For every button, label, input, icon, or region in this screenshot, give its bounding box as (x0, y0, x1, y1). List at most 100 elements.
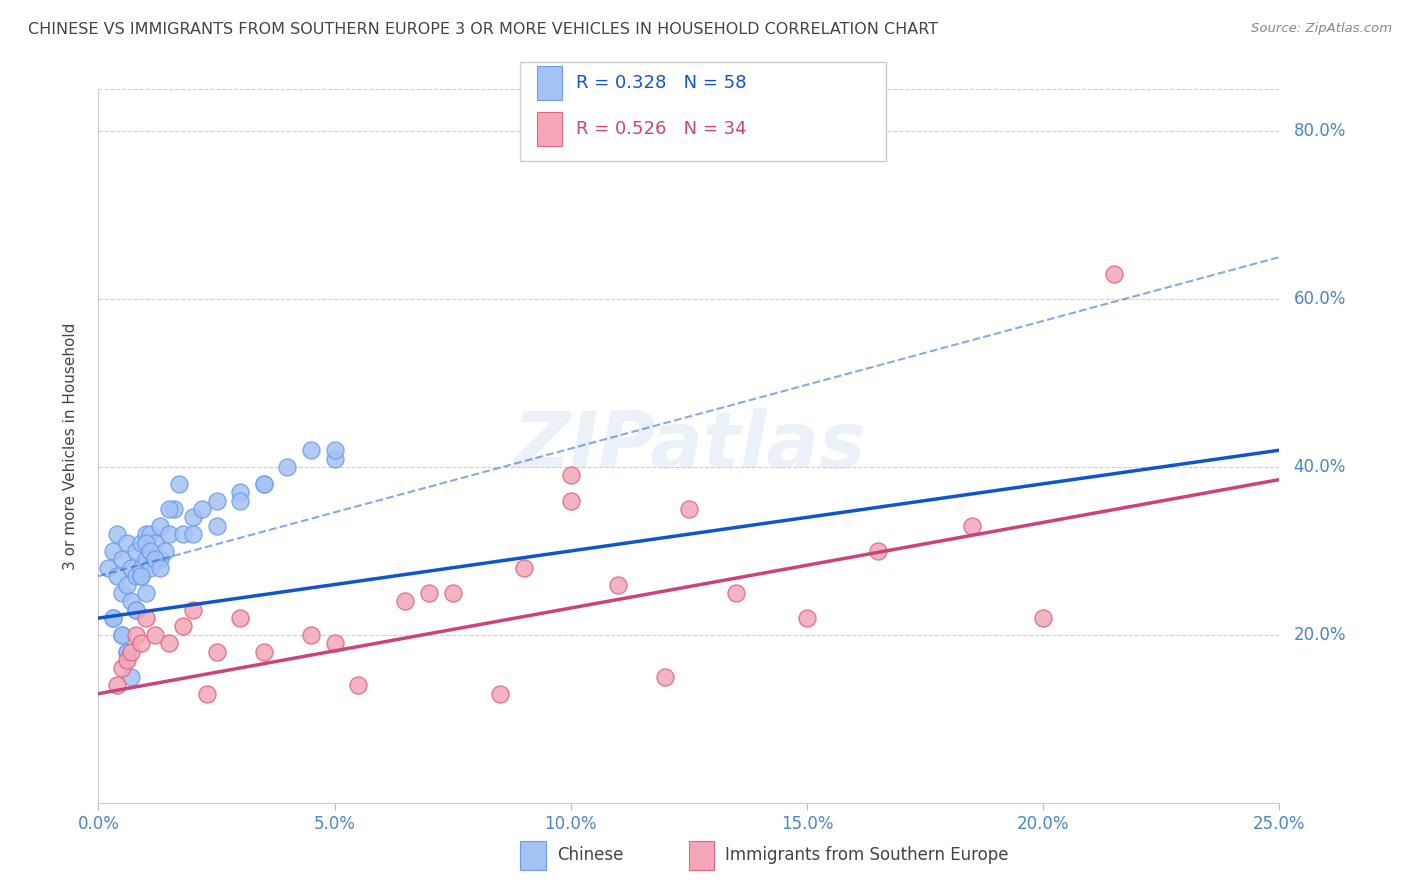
Point (129, 535, 152, 549)
Point (1032, 611, 1054, 625)
Point (253, 476, 276, 491)
Point (205, 645, 228, 659)
Point (299, 443, 322, 458)
Point (125, 603, 148, 617)
Point (172, 619, 194, 633)
Point (229, 485, 252, 500)
Point (135, 552, 157, 566)
Point (205, 518, 228, 533)
Point (101, 611, 124, 625)
Point (253, 645, 276, 659)
Text: R = 0.526   N = 34: R = 0.526 N = 34 (576, 120, 747, 138)
Point (1102, 267, 1125, 281)
Point (97, 560, 120, 574)
Point (962, 518, 984, 533)
Point (139, 560, 162, 574)
Text: 60.0%: 60.0% (1294, 290, 1346, 308)
Point (121, 594, 143, 608)
Point (299, 628, 322, 642)
Point (560, 493, 582, 508)
Point (418, 586, 440, 600)
Point (276, 460, 298, 475)
Point (143, 552, 166, 566)
Point (115, 645, 138, 659)
Point (323, 636, 346, 650)
Point (607, 577, 630, 591)
Point (157, 636, 180, 650)
Point (654, 670, 676, 684)
Point (157, 502, 180, 516)
Point (181, 510, 204, 524)
Point (205, 493, 228, 508)
Point (101, 544, 124, 558)
Text: Source: ZipAtlas.com: Source: ZipAtlas.com (1251, 22, 1392, 36)
Text: Immigrants from Southern Europe: Immigrants from Southern Europe (725, 847, 1010, 864)
Point (115, 645, 138, 659)
Point (181, 527, 204, 541)
Point (111, 661, 134, 675)
Point (125, 603, 148, 617)
Point (229, 493, 252, 508)
Point (135, 535, 157, 549)
Point (139, 544, 162, 558)
Point (135, 611, 157, 625)
Point (115, 577, 138, 591)
Point (172, 527, 194, 541)
Point (441, 586, 464, 600)
Point (125, 628, 148, 642)
Point (105, 678, 128, 692)
Point (143, 628, 166, 642)
Point (121, 645, 143, 659)
Text: 40.0%: 40.0% (1294, 458, 1346, 476)
Point (111, 552, 134, 566)
Point (143, 535, 166, 549)
Point (191, 502, 214, 516)
Point (115, 653, 138, 667)
Point (167, 476, 190, 491)
Text: Chinese: Chinese (557, 847, 623, 864)
Point (678, 502, 700, 516)
Point (121, 670, 143, 684)
Point (866, 544, 889, 558)
Point (323, 443, 346, 458)
Point (195, 687, 218, 701)
Point (323, 451, 346, 466)
Point (229, 611, 252, 625)
Text: 20.0%: 20.0% (1294, 626, 1346, 644)
Text: CHINESE VS IMMIGRANTS FROM SOUTHERN EUROPE 3 OR MORE VEHICLES IN HOUSEHOLD CORRE: CHINESE VS IMMIGRANTS FROM SOUTHERN EURO… (28, 22, 938, 37)
Point (101, 611, 124, 625)
Point (796, 611, 818, 625)
Point (139, 527, 162, 541)
Point (253, 476, 276, 491)
Point (129, 636, 152, 650)
Point (512, 560, 534, 574)
Point (135, 586, 157, 600)
Point (181, 603, 204, 617)
Point (153, 544, 176, 558)
Point (105, 569, 128, 583)
Point (560, 468, 582, 483)
Point (129, 569, 152, 583)
Point (725, 586, 748, 600)
Point (129, 569, 152, 583)
Point (111, 628, 134, 642)
Point (129, 560, 152, 574)
Point (105, 527, 128, 541)
Point (149, 560, 172, 574)
Point (111, 628, 134, 642)
Point (139, 544, 162, 558)
Text: R = 0.328   N = 58: R = 0.328 N = 58 (576, 74, 747, 92)
Point (157, 527, 180, 541)
Point (115, 535, 138, 549)
Point (149, 518, 172, 533)
Text: ZIPatlas: ZIPatlas (513, 408, 865, 484)
Point (347, 678, 370, 692)
Text: 80.0%: 80.0% (1294, 122, 1346, 140)
Point (135, 527, 157, 541)
Point (149, 552, 172, 566)
Point (163, 502, 186, 516)
Point (125, 544, 148, 558)
Point (121, 560, 143, 574)
Point (489, 687, 512, 701)
Point (143, 552, 166, 566)
